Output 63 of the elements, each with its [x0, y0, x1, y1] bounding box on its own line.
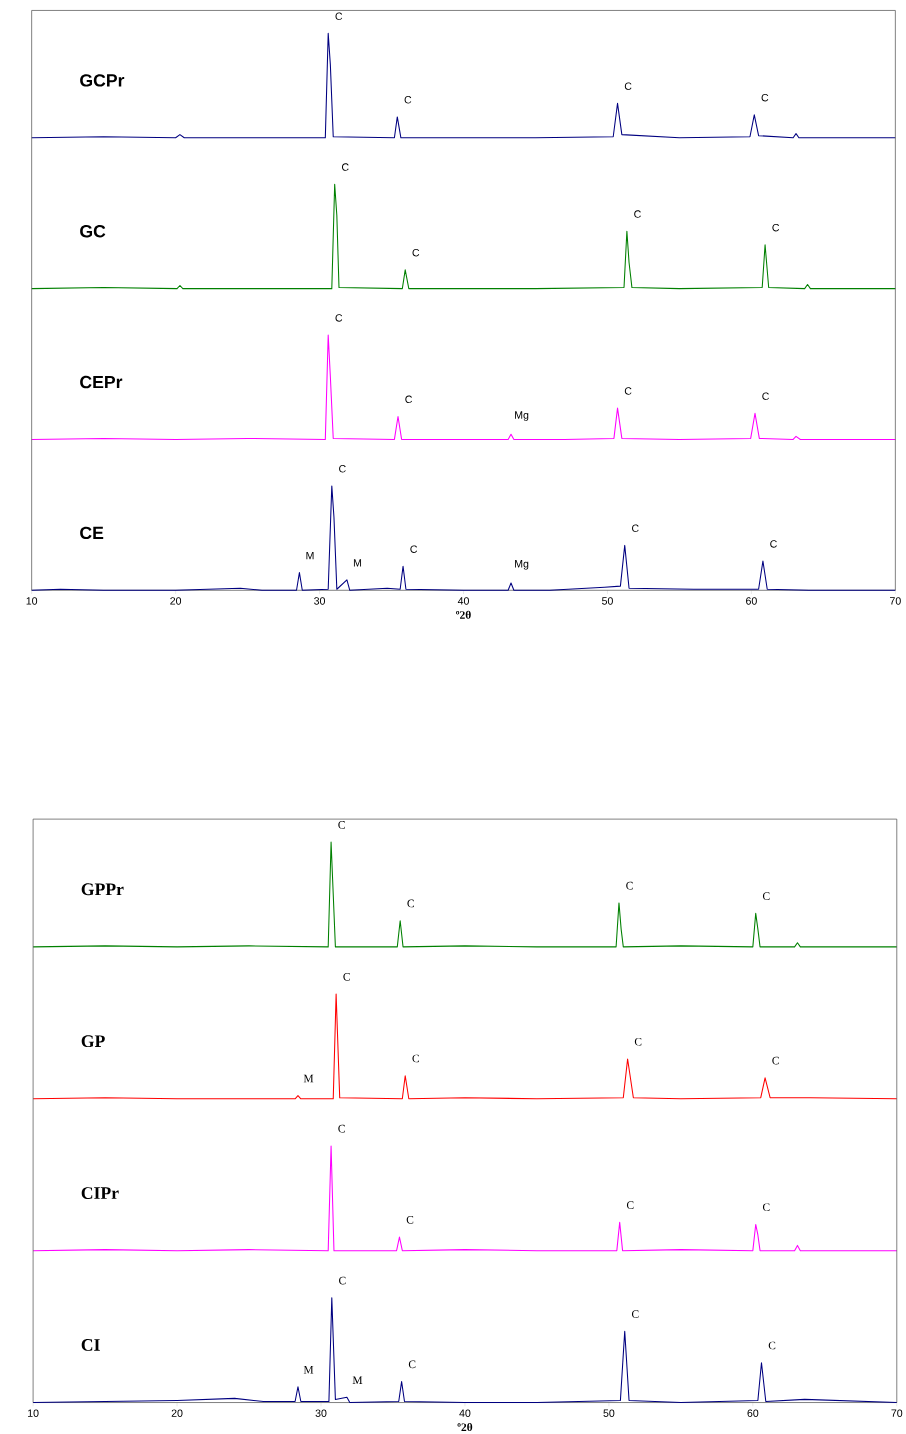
x-tick-label: 60 — [747, 1409, 759, 1417]
annotation: C — [632, 524, 639, 532]
annotation: C — [763, 892, 770, 900]
text: CIPr — [81, 1187, 119, 1199]
annotation: C — [635, 1037, 642, 1046]
annotation: C — [761, 93, 769, 102]
annotation: C — [770, 540, 778, 548]
annotation: C — [627, 1201, 634, 1209]
annotation: C — [626, 881, 633, 890]
text: CE — [80, 526, 104, 540]
x-axis-title: º2θ — [456, 610, 471, 619]
annotation: C — [632, 1310, 639, 1318]
annotation: C — [339, 465, 346, 473]
x-tick-label: 40 — [459, 1409, 471, 1417]
annotation: Mg — [515, 411, 529, 421]
annotation: C — [763, 1203, 770, 1212]
annotation: C — [406, 1215, 414, 1224]
x-tick-label: 20 — [171, 1409, 183, 1417]
annotation: C — [412, 1054, 420, 1063]
text: CI — [81, 1339, 101, 1351]
x-tick-label: 10 — [26, 597, 38, 605]
text: CEPr — [80, 375, 123, 389]
annotation: C — [625, 82, 632, 90]
annotation: M — [303, 1074, 314, 1083]
annotation: C — [410, 545, 418, 553]
annotation: C — [412, 248, 420, 257]
x-tick-label: 10 — [28, 1409, 39, 1417]
annotation: C — [625, 387, 632, 395]
text: GP — [81, 1035, 106, 1048]
x-axis-title: º2θ — [457, 1422, 473, 1432]
annotation: C — [772, 1056, 780, 1065]
annotation: M — [354, 559, 362, 567]
x-tick-label: 30 — [314, 597, 326, 605]
x-tick-label: 30 — [315, 1409, 327, 1417]
x-tick-label: 70 — [890, 597, 902, 605]
x-tick-label: 20 — [170, 597, 182, 605]
x-tick-label: 60 — [746, 597, 758, 605]
annotation: C — [768, 1341, 776, 1350]
annotation: C — [335, 12, 343, 20]
x-tick-label: 70 — [891, 1409, 903, 1417]
annotation: C — [409, 1360, 416, 1369]
annotation: C — [338, 1124, 346, 1133]
annotation: C — [634, 210, 642, 218]
annotation: C — [405, 395, 413, 404]
annotation: C — [335, 314, 343, 322]
annotation: M — [303, 1365, 314, 1374]
text: GCPr — [80, 74, 125, 87]
annotation: M — [352, 1376, 363, 1384]
annotation: C — [343, 972, 351, 981]
annotation: C — [762, 392, 770, 400]
x-tick-label: 40 — [458, 597, 470, 605]
annotation: M — [306, 551, 314, 560]
x-tick-label: 50 — [603, 1409, 615, 1417]
annotation: C — [404, 96, 412, 104]
text: GPPr — [81, 883, 124, 896]
annotation: C — [339, 1276, 346, 1285]
annotation: Mg — [515, 560, 529, 570]
annotation: C — [342, 163, 349, 171]
annotation: C — [407, 899, 415, 908]
x-tick-label: 50 — [602, 597, 614, 605]
text: GC — [80, 224, 106, 238]
annotation: C — [338, 821, 346, 829]
annotation: C — [772, 223, 780, 232]
